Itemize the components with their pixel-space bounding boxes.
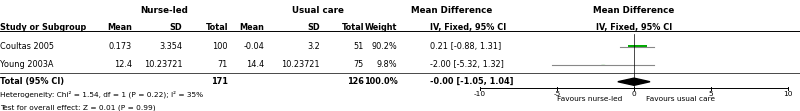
Text: 0.21 [-0.88, 1.31]: 0.21 [-0.88, 1.31] [430, 42, 501, 51]
Text: 100.0%: 100.0% [364, 77, 398, 86]
Text: Nurse-led: Nurse-led [140, 6, 188, 15]
Text: -5: -5 [554, 91, 561, 97]
Text: -0.04: -0.04 [243, 42, 264, 51]
Text: 90.2%: 90.2% [372, 42, 398, 51]
Text: Mean: Mean [239, 23, 264, 32]
Text: 12.4: 12.4 [114, 60, 132, 69]
Text: SD: SD [307, 23, 320, 32]
Text: 5: 5 [709, 91, 714, 97]
Text: -10: -10 [474, 91, 486, 97]
Text: 3.354: 3.354 [159, 42, 182, 51]
Text: 10.23721: 10.23721 [144, 60, 182, 69]
Text: 75: 75 [354, 60, 364, 69]
Text: Coultas 2005: Coultas 2005 [0, 42, 54, 51]
Circle shape [600, 65, 606, 66]
Text: 100: 100 [213, 42, 228, 51]
Text: 171: 171 [211, 77, 228, 86]
Text: 9.8%: 9.8% [377, 60, 398, 69]
Text: Usual care: Usual care [293, 6, 344, 15]
Text: 0.173: 0.173 [109, 42, 132, 51]
Text: Weight: Weight [365, 23, 398, 32]
Text: 71: 71 [218, 60, 228, 69]
Text: IV, Fixed, 95% CI: IV, Fixed, 95% CI [430, 23, 506, 32]
Text: 10.23721: 10.23721 [282, 60, 320, 69]
Text: -0.00 [-1.05, 1.04]: -0.00 [-1.05, 1.04] [430, 77, 513, 86]
Text: Study or Subgroup: Study or Subgroup [0, 23, 86, 32]
Text: IV, Fixed, 95% CI: IV, Fixed, 95% CI [596, 23, 672, 32]
FancyBboxPatch shape [628, 45, 647, 48]
Text: Total: Total [342, 23, 364, 32]
Text: Mean: Mean [107, 23, 132, 32]
Text: Total (95% CI): Total (95% CI) [0, 77, 64, 86]
Polygon shape [618, 78, 650, 85]
Text: Mean Difference: Mean Difference [594, 6, 674, 15]
Text: Heterogeneity: Chi² = 1.54, df = 1 (P = 0.22); I² = 35%: Heterogeneity: Chi² = 1.54, df = 1 (P = … [0, 91, 203, 98]
Text: Test for overall effect: Z = 0.01 (P = 0.99): Test for overall effect: Z = 0.01 (P = 0… [0, 105, 156, 111]
Text: 51: 51 [354, 42, 364, 51]
Text: 126: 126 [347, 77, 364, 86]
Text: Favours nurse-led: Favours nurse-led [557, 96, 622, 102]
Text: Favours usual care: Favours usual care [646, 96, 715, 102]
Text: Young 2003A: Young 2003A [0, 60, 54, 69]
Text: 14.4: 14.4 [246, 60, 264, 69]
Text: SD: SD [170, 23, 182, 32]
Text: 0: 0 [632, 91, 636, 97]
Text: -2.00 [-5.32, 1.32]: -2.00 [-5.32, 1.32] [430, 60, 503, 69]
Text: 3.2: 3.2 [307, 42, 320, 51]
Text: 10: 10 [783, 91, 793, 97]
Text: Total: Total [206, 23, 228, 32]
Text: Mean Difference: Mean Difference [411, 6, 493, 15]
